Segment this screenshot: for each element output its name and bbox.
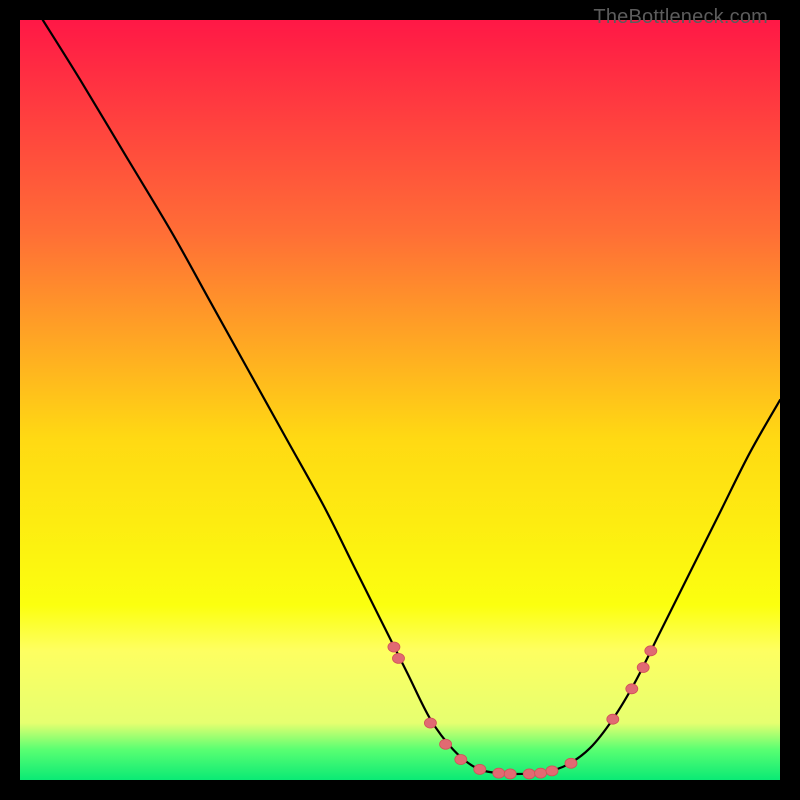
curve-marker (440, 739, 452, 749)
curve-marker (607, 714, 619, 724)
curve-marker (493, 768, 505, 778)
attribution-text: TheBottleneck.com (593, 6, 768, 29)
bottleneck-curve (43, 20, 780, 774)
curve-marker (424, 718, 436, 728)
curve-marker (645, 646, 657, 656)
curve-marker (474, 764, 486, 774)
curve-marker (388, 642, 400, 652)
curve-marker (523, 769, 535, 779)
curve-marker (504, 769, 516, 779)
curve-marker (637, 663, 649, 673)
chart-overlay (20, 20, 780, 780)
marker-group (388, 642, 657, 779)
curve-marker (392, 653, 404, 663)
plot-area (20, 20, 780, 780)
curve-marker (455, 754, 467, 764)
curve-marker (626, 684, 638, 694)
outer-frame (0, 0, 800, 800)
curve-marker (535, 768, 547, 778)
curve-marker (565, 758, 577, 768)
curve-marker (546, 766, 558, 776)
